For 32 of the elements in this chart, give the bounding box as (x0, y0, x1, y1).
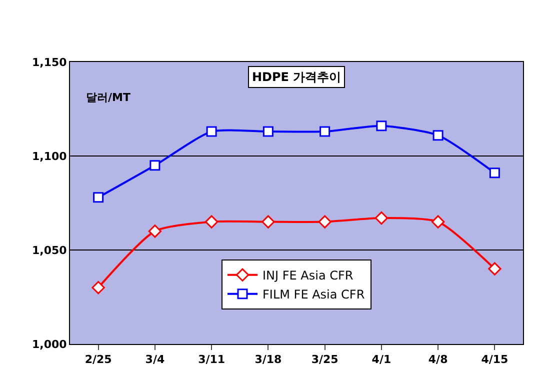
point (93, 192, 104, 203)
legend-label: INJ FE Asia CFR (262, 268, 354, 283)
point (432, 130, 444, 141)
x-tick-label: 3/25 (311, 353, 338, 366)
point (431, 215, 445, 228)
text: HDPE 가격추이 (252, 70, 342, 84)
point (148, 224, 162, 238)
y-tick-label: 1,000 (32, 338, 68, 351)
point (92, 281, 105, 294)
point (488, 262, 502, 276)
point (318, 215, 332, 228)
x-tick-label: 4/15 (481, 353, 508, 366)
y-tick-label: 1,050 (32, 244, 68, 257)
legend-label: FILM FE Asia CFR (262, 288, 365, 302)
point (489, 168, 500, 178)
point (262, 126, 274, 137)
point (204, 215, 218, 228)
point (376, 120, 387, 132)
x-tick-label: 3/18 (254, 353, 282, 366)
y-tick-label: 1,150 (32, 56, 68, 69)
x-tick-label: 2/25 (84, 353, 112, 366)
x-tick-label: 3/11 (198, 353, 226, 366)
x-tick-label: 4/1 (372, 353, 392, 366)
point (320, 126, 330, 137)
point (206, 126, 217, 137)
point (262, 215, 275, 228)
point (150, 160, 160, 171)
x-tick-label: 4/8 (428, 353, 448, 366)
y-tick-label: 1,100 (32, 150, 68, 163)
point (374, 211, 388, 225)
y-axis-title: 달러/MT (86, 91, 131, 104)
x-tick-label: 3/4 (145, 353, 165, 366)
